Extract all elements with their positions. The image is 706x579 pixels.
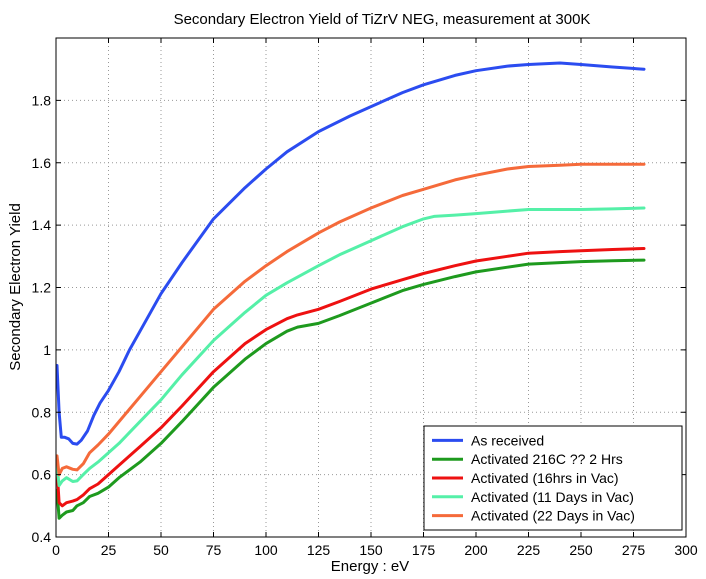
axis-ticks: 0 25 50 75 100 125 150 175 200 225 250 275 300 0.4 0.6… bbox=[32, 38, 698, 558]
legend-box bbox=[423, 425, 683, 531]
y-tick-label: 1.8 bbox=[32, 92, 52, 108]
series-line-5 bbox=[55, 162, 646, 477]
x-tick-label: 175 bbox=[412, 542, 436, 558]
x-tick-label: 0 bbox=[52, 542, 60, 558]
y-tick-label: 0.6 bbox=[32, 467, 52, 483]
legend-label-5: Activated (22 Days in Vac) bbox=[471, 508, 635, 524]
series-line-2 bbox=[55, 258, 646, 520]
x-tick-label: 25 bbox=[101, 542, 117, 558]
x-tick-label: 225 bbox=[517, 542, 541, 558]
legend-label-4: Activated (11 Days in Vac) bbox=[471, 489, 634, 505]
legend-label-2: Activated 216C ?? 2 Hrs bbox=[471, 451, 623, 467]
legend: As received Activated 216C ?? 2 Hrs Activa… bbox=[423, 425, 683, 531]
grid-lines bbox=[56, 38, 686, 537]
x-tick-label: 125 bbox=[307, 542, 331, 558]
x-axis-label: Energy : eV bbox=[331, 558, 409, 575]
chart-title: Secondary Electron Yield of TiZrV NEG, m… bbox=[174, 11, 591, 28]
series-layer bbox=[55, 61, 646, 520]
x-tick-label: 100 bbox=[254, 542, 278, 558]
x-tick-label: 275 bbox=[622, 542, 646, 558]
x-tick-label: 50 bbox=[153, 542, 169, 558]
y-tick-label: 0.4 bbox=[32, 529, 52, 545]
x-tick-label: 200 bbox=[464, 542, 488, 558]
y-axis-label: Secondary Electron Yield bbox=[7, 203, 24, 371]
series-line-3 bbox=[55, 247, 646, 508]
legend-label-1: As received bbox=[471, 432, 544, 448]
y-tick-label: 1.4 bbox=[32, 217, 52, 233]
y-tick-label: 1.6 bbox=[32, 155, 52, 171]
x-tick-label: 150 bbox=[359, 542, 383, 558]
legend-label-3: Activated (16hrs in Vac) bbox=[471, 470, 619, 486]
series-line-1 bbox=[55, 61, 646, 446]
x-tick-label: 250 bbox=[569, 542, 593, 558]
series-line-4 bbox=[55, 206, 646, 487]
y-tick-label: 1 bbox=[43, 342, 51, 358]
y-tick-label: 1.2 bbox=[32, 280, 52, 296]
y-tick-label: 0.8 bbox=[32, 404, 52, 420]
x-tick-label: 75 bbox=[206, 542, 222, 558]
x-tick-label: 300 bbox=[674, 542, 698, 558]
